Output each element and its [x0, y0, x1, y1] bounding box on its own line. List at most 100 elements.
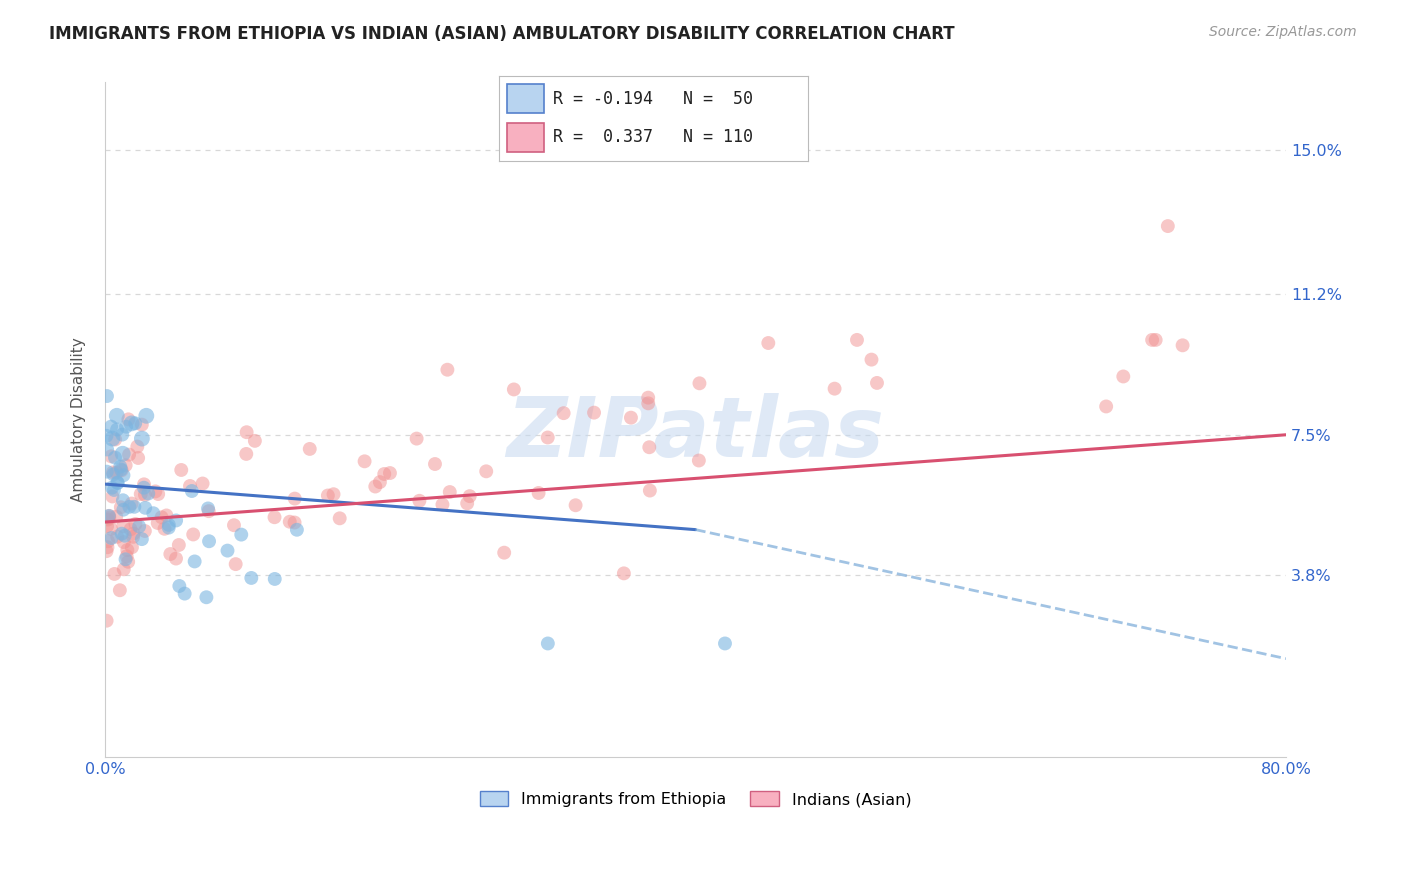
- Point: [222, 518, 245, 533]
- Point: [114, 458, 136, 473]
- Point: [111, 463, 134, 477]
- Text: R =  0.337   N = 110: R = 0.337 N = 110: [554, 128, 754, 145]
- Point: [756, 336, 779, 351]
- Point: [240, 571, 263, 585]
- Point: [115, 419, 138, 434]
- Point: [100, 522, 122, 536]
- Point: [121, 417, 143, 431]
- Point: [121, 541, 143, 555]
- Point: [688, 453, 710, 467]
- Point: [537, 430, 560, 444]
- Y-axis label: Ambulatory Disability: Ambulatory Disability: [72, 337, 86, 502]
- Point: [111, 493, 134, 508]
- Point: [198, 534, 221, 549]
- Point: [157, 520, 180, 534]
- Point: [225, 557, 247, 571]
- Point: [620, 410, 643, 425]
- Point: [583, 406, 606, 420]
- Point: [1157, 219, 1180, 233]
- Point: [458, 489, 481, 503]
- Text: Source: ZipAtlas.com: Source: ZipAtlas.com: [1209, 25, 1357, 39]
- Point: [537, 636, 560, 650]
- Point: [100, 419, 122, 434]
- Point: [105, 422, 128, 436]
- Point: [322, 487, 344, 501]
- Point: [285, 523, 308, 537]
- Point: [118, 500, 141, 514]
- Point: [329, 511, 352, 525]
- Point: [134, 488, 156, 502]
- Text: R = -0.194   N =  50: R = -0.194 N = 50: [554, 90, 754, 108]
- Point: [105, 466, 128, 480]
- Point: [688, 376, 710, 391]
- Point: [494, 546, 516, 560]
- Point: [112, 502, 135, 516]
- Point: [117, 412, 139, 426]
- Point: [127, 440, 149, 454]
- Point: [103, 566, 125, 581]
- Point: [129, 487, 152, 501]
- Text: IMMIGRANTS FROM ETHIOPIA VS INDIAN (ASIAN) AMBULATORY DISABILITY CORRELATION CHA: IMMIGRANTS FROM ETHIOPIA VS INDIAN (ASIA…: [49, 25, 955, 43]
- Point: [132, 477, 155, 491]
- Point: [475, 464, 498, 478]
- Point: [100, 531, 122, 545]
- Point: [316, 488, 339, 502]
- Point: [112, 562, 135, 576]
- Point: [165, 551, 187, 566]
- Point: [120, 522, 142, 536]
- Point: [180, 483, 202, 498]
- Point: [613, 566, 636, 581]
- Point: [378, 466, 401, 480]
- Point: [111, 526, 134, 541]
- Point: [114, 552, 136, 566]
- Point: [131, 417, 153, 432]
- Point: [103, 467, 125, 482]
- Point: [866, 376, 889, 390]
- Point: [131, 532, 153, 546]
- Point: [104, 433, 127, 447]
- Point: [170, 463, 193, 477]
- Point: [112, 468, 135, 483]
- Point: [105, 475, 128, 490]
- Point: [103, 483, 125, 497]
- Point: [101, 466, 124, 480]
- Point: [439, 485, 461, 500]
- Point: [146, 516, 169, 530]
- Point: [131, 432, 153, 446]
- Point: [155, 508, 177, 523]
- Point: [436, 362, 458, 376]
- Point: [112, 519, 135, 533]
- Point: [298, 442, 321, 456]
- Point: [278, 515, 301, 529]
- Bar: [508, 85, 544, 113]
- Point: [105, 509, 128, 524]
- Point: [127, 450, 149, 465]
- Point: [122, 526, 145, 541]
- Point: [231, 527, 253, 541]
- Point: [101, 432, 124, 446]
- Point: [114, 529, 136, 543]
- Point: [97, 509, 120, 524]
- Point: [124, 500, 146, 514]
- Point: [373, 467, 395, 481]
- Point: [432, 498, 454, 512]
- Point: [118, 448, 141, 462]
- Point: [105, 409, 128, 423]
- Point: [824, 382, 846, 396]
- Point: [364, 479, 387, 493]
- Point: [846, 333, 869, 347]
- Point: [564, 498, 586, 512]
- Point: [96, 544, 118, 558]
- Point: [150, 510, 173, 524]
- Point: [96, 519, 118, 533]
- Point: [235, 425, 257, 440]
- Point: [263, 572, 285, 586]
- Point: [408, 493, 430, 508]
- Point: [145, 484, 167, 499]
- Point: [108, 583, 131, 598]
- Point: [243, 434, 266, 448]
- Point: [235, 447, 257, 461]
- Point: [96, 540, 118, 554]
- Point: [284, 491, 307, 506]
- Point: [165, 513, 187, 527]
